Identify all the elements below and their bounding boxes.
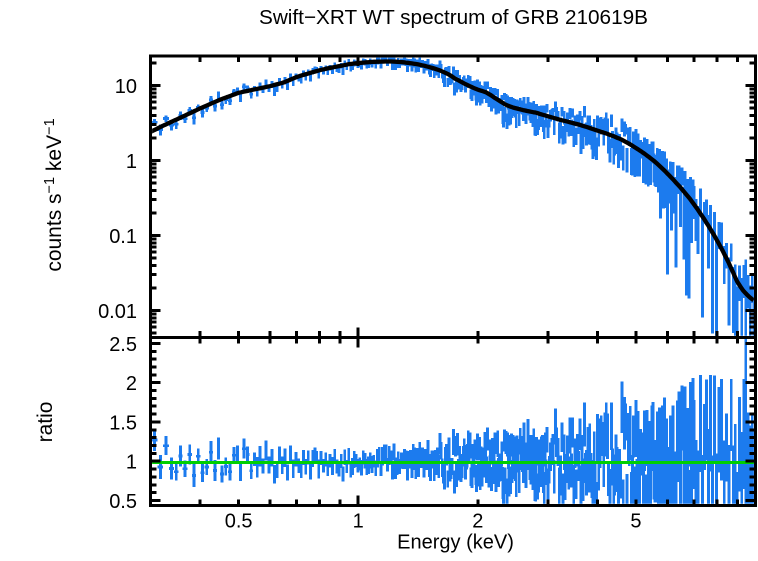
svg-text:1: 1 — [126, 151, 137, 173]
svg-text:2: 2 — [472, 511, 483, 533]
svg-text:2.5: 2.5 — [109, 334, 137, 356]
svg-text:1: 1 — [353, 511, 364, 533]
svg-text:1: 1 — [126, 452, 137, 474]
svg-text:5: 5 — [630, 511, 641, 533]
svg-text:Swift−XRT WT spectrum of GRB 2: Swift−XRT WT spectrum of GRB 210619B — [259, 6, 648, 29]
svg-text:0.1: 0.1 — [109, 226, 137, 248]
svg-text:ratio: ratio — [34, 402, 57, 443]
svg-text:0.5: 0.5 — [109, 491, 137, 513]
svg-text:counts s−1 keV−1: counts s−1 keV−1 — [42, 118, 66, 271]
svg-text:1.5: 1.5 — [109, 412, 137, 434]
svg-text:Energy (keV): Energy (keV) — [397, 532, 514, 554]
svg-text:10: 10 — [115, 76, 137, 98]
svg-text:2: 2 — [126, 373, 137, 395]
svg-text:0.5: 0.5 — [225, 511, 253, 533]
svg-text:0.01: 0.01 — [98, 301, 137, 323]
